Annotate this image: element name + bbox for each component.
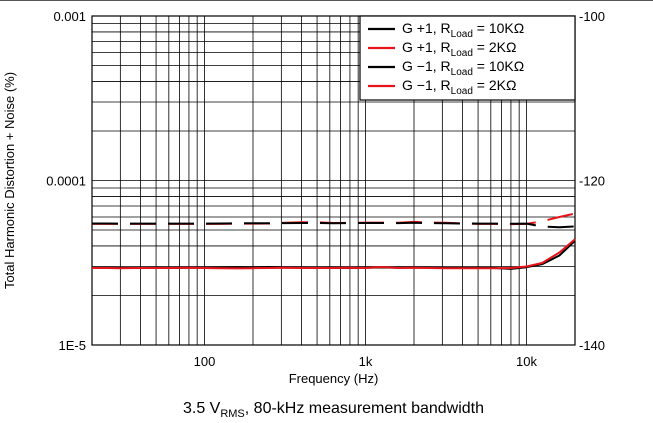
legend-entry-rest: = 10KΩ: [473, 58, 524, 74]
series-group: [92, 212, 576, 270]
series-line-3: [92, 221, 576, 229]
legend-entry-name: G −1, R: [402, 77, 451, 93]
x-tick-label: 10k: [516, 354, 537, 369]
legend-entry-name: G +1, R: [402, 20, 451, 36]
y-tick-label: 0.0001: [46, 174, 86, 189]
x-tick-label: 1k: [359, 354, 373, 369]
grid: [91, 15, 576, 346]
y2-tick-label: -140: [579, 338, 605, 353]
plot-frame: [91, 15, 576, 346]
top-rule: [0, 0, 653, 1]
legend-entry: G −1, RLoad = 10KΩ: [402, 58, 524, 78]
x-axis-label: Frequency (Hz): [289, 371, 379, 386]
legend-entry-rest: = 2KΩ: [473, 39, 517, 55]
legend-box: [359, 15, 576, 101]
y2-tick-label: -100: [579, 9, 605, 24]
caption-main: 3.5 V: [183, 400, 221, 417]
caption-sub: RMS: [220, 408, 244, 420]
y-tick-label: 0.001: [53, 9, 86, 24]
legend-entry-sub: Load: [451, 48, 473, 59]
x-tick-label: 100: [194, 354, 216, 369]
legend-entry: G +1, RLoad = 10KΩ: [402, 20, 524, 40]
chart-caption: 3.5 VRMS, 80-kHz measurement bandwidth: [183, 400, 484, 420]
legend-entry: G −1, RLoad = 2KΩ: [402, 77, 516, 97]
series-line-4: [92, 238, 576, 270]
y-axis-label: Total Harmonic Distortion + Noise (%): [2, 72, 17, 289]
legend-entry: G +1, RLoad = 2KΩ: [402, 39, 516, 59]
legend-entry-sub: Load: [451, 67, 473, 78]
legend-entry-sub: Load: [451, 86, 473, 97]
y-tick-label: 1E-5: [59, 338, 86, 353]
caption-rest: , 80-kHz measurement bandwidth: [245, 400, 484, 417]
legend-entry-name: G −1, R: [402, 58, 451, 74]
y2-tick-label: -120: [579, 174, 605, 189]
legend-entry-rest: = 2KΩ: [473, 77, 517, 93]
legend-entry-sub: Load: [451, 29, 473, 40]
legend-entry-name: G +1, R: [402, 39, 451, 55]
legend-entry-rest: = 10KΩ: [473, 20, 524, 36]
